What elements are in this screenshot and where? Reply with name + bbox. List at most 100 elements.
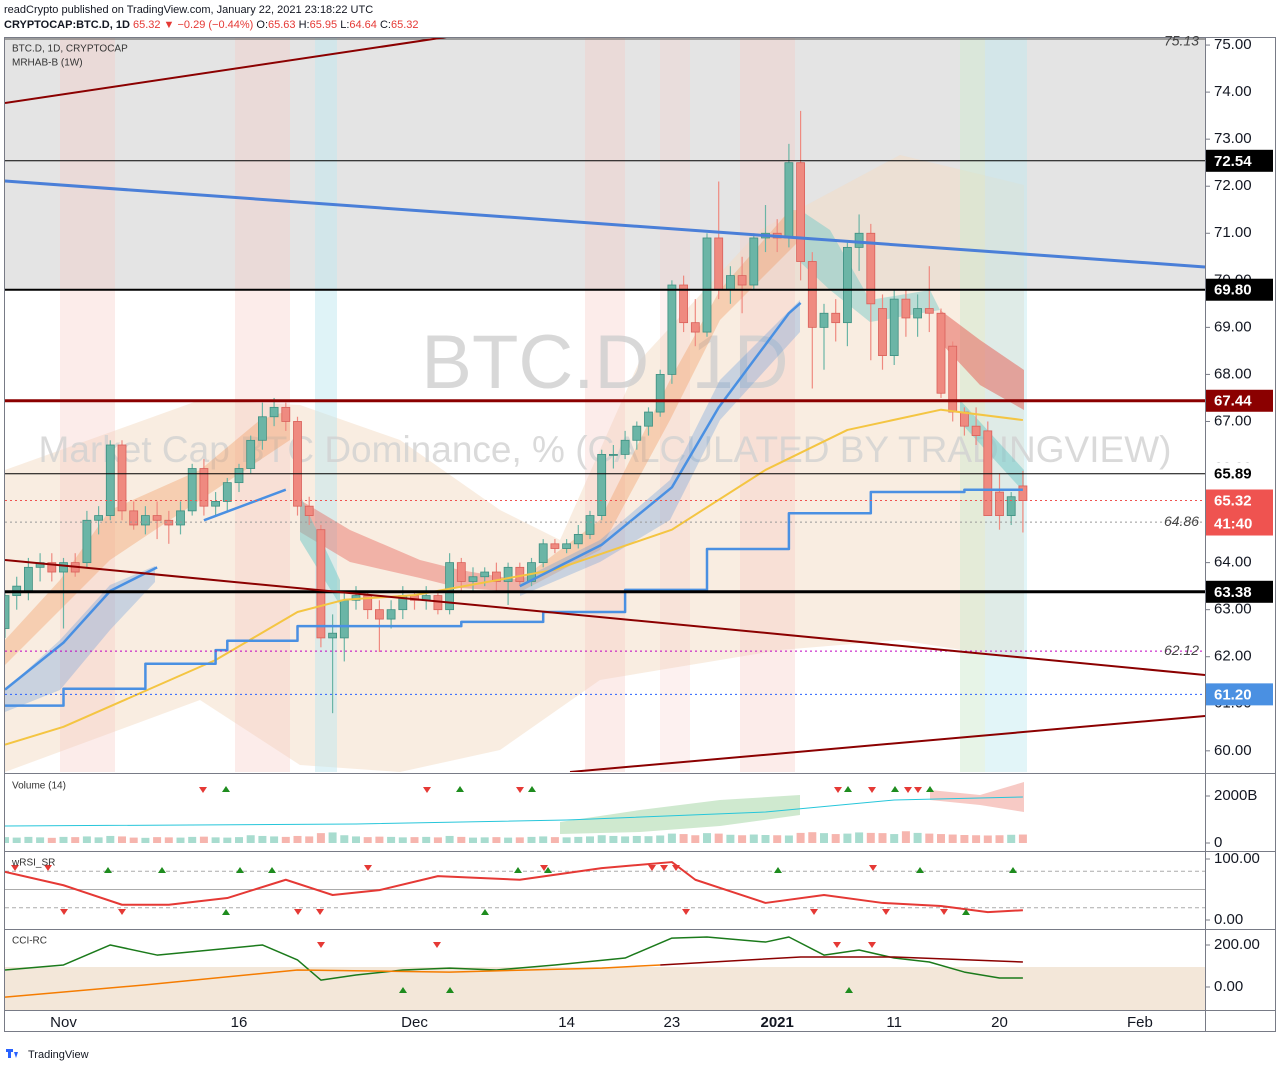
level-label: 62.12 (1164, 642, 1199, 658)
candle-body (690, 322, 700, 333)
candle-body (94, 515, 103, 521)
volume-bar (820, 833, 828, 843)
pane (5, 936, 1023, 998)
signal-band (315, 38, 337, 772)
indicator-line (5, 488, 1023, 707)
volume-bar (352, 836, 360, 843)
candle-body (667, 284, 677, 375)
volume-bar (586, 836, 594, 843)
volume-bar (387, 836, 396, 843)
price-label-box (1206, 389, 1273, 412)
candle-body (878, 308, 887, 356)
candle-body (573, 533, 583, 545)
x-tick-label: 23 (664, 1014, 681, 1031)
candle-body (503, 566, 513, 582)
volume-bar (550, 837, 559, 843)
candle-body (936, 312, 946, 394)
y-tick-label: 2000B (1214, 787, 1257, 804)
change: 65.32 ▼ −0.29 (−0.44%) (133, 19, 253, 31)
candle-body (960, 411, 969, 427)
y-tick-label: 62.00 (1214, 648, 1252, 665)
y-tick-label: 71.00 (1214, 224, 1252, 241)
logo (6, 1049, 18, 1058)
volume-bar (363, 837, 372, 843)
candle-body (971, 425, 981, 436)
price-label: 65.89 (1214, 466, 1252, 483)
volume-bar (656, 835, 665, 843)
pane (5, 861, 1205, 914)
y-tick-label: 67.00 (1214, 412, 1252, 429)
volume-bar (527, 836, 536, 843)
axes: Nov16Dec142320211120Feb60.0061.0062.0063… (11, 33, 1273, 1031)
volume-bar (703, 833, 711, 843)
volume-bar (469, 837, 477, 843)
volume-bar (878, 833, 887, 843)
y-tick-label: 0.00 (1214, 911, 1243, 928)
volume-bar (281, 836, 290, 843)
volume-bar (843, 833, 852, 843)
candle-body (491, 571, 501, 582)
price-label-box (1206, 149, 1273, 172)
volume-bar (749, 834, 758, 843)
candle-body (222, 482, 232, 502)
candle-body (211, 501, 221, 507)
cloud (560, 795, 800, 834)
y-tick-label: 73.00 (1214, 130, 1252, 147)
volume-bar (621, 836, 630, 843)
level-label: 75.13 (1164, 33, 1199, 49)
trendline (5, 559, 1205, 676)
y-tick-label: 74.00 (1214, 83, 1252, 100)
candle-body (246, 439, 256, 469)
candle-body (632, 425, 642, 441)
trendlines (5, 38, 1205, 772)
candle-body (117, 444, 127, 512)
price-label: 63.38 (1214, 584, 1252, 601)
indicator-line (660, 956, 1023, 966)
x-tick-label: Nov (50, 1014, 77, 1031)
pane (5, 38, 1205, 746)
indicator-line (5, 936, 1023, 981)
y-tick-label: 200.00 (1214, 936, 1260, 953)
volume-bar (504, 837, 513, 843)
ohlc-value: 64.64 (349, 19, 377, 31)
volume-bar (913, 832, 922, 843)
candle-body (843, 246, 852, 324)
candle-body (152, 515, 162, 521)
x-tick-label: 11 (886, 1014, 902, 1031)
volume-bar (761, 835, 770, 843)
volume-bar (82, 836, 91, 843)
pane-title: Volume (14) (12, 781, 66, 792)
volume-bar (258, 835, 267, 843)
watermark: BTC.D, 1D (421, 320, 788, 405)
volume-bar (866, 832, 875, 843)
candle-body (737, 275, 747, 286)
price-label: 65.32 (1214, 492, 1252, 509)
volume-bar (983, 835, 992, 843)
frame (4, 37, 1276, 1032)
indicator-line (5, 861, 1023, 914)
volume-bar (129, 837, 138, 843)
volume-bar (176, 837, 185, 843)
trendline (569, 715, 1205, 772)
volume-bar (71, 837, 80, 843)
volume-bar (901, 831, 910, 843)
candle-body (655, 374, 665, 413)
ohlc-key: O: (256, 19, 268, 31)
x-tick-label: Feb (1127, 1014, 1153, 1031)
volume-bar (141, 837, 150, 843)
candle-body (550, 543, 560, 549)
sell-markers (11, 787, 948, 948)
candle-body (304, 505, 314, 516)
volume-bar (796, 832, 805, 843)
price-label: 69.80 (1214, 282, 1252, 299)
volume-bar (995, 835, 1004, 843)
cloud (800, 210, 940, 322)
candle-body (620, 439, 630, 455)
cloud (930, 782, 1024, 812)
price-label-box (1206, 683, 1273, 706)
price-label-box (1206, 580, 1273, 603)
candle-body (445, 562, 455, 611)
y-tick-label: 0 (1214, 834, 1222, 851)
volume-bar (246, 835, 255, 843)
price-label-box (1206, 278, 1273, 301)
